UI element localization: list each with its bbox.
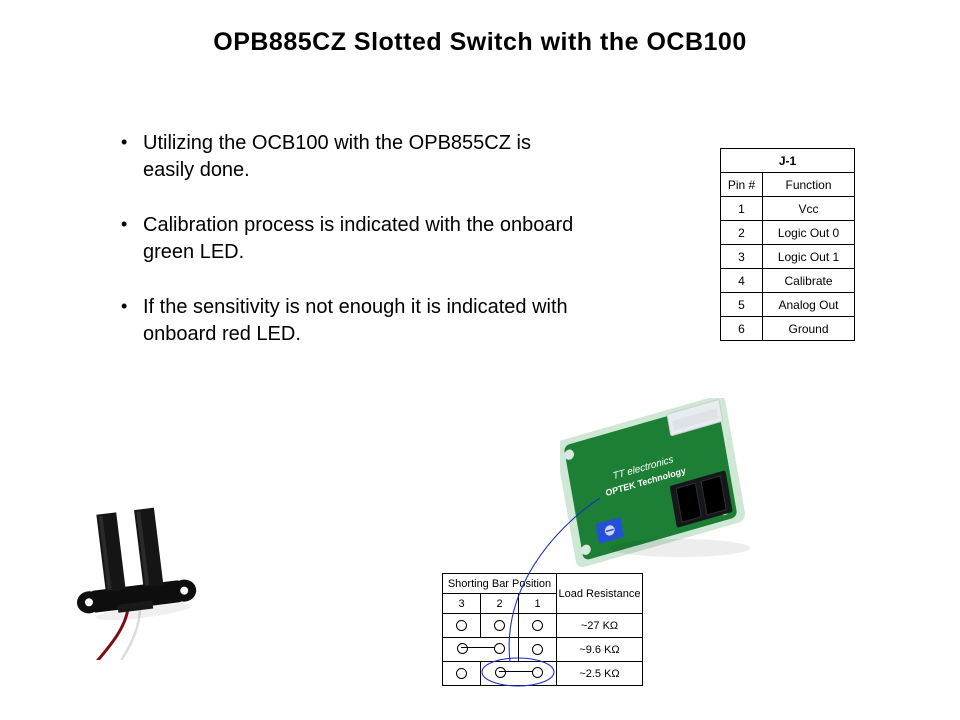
shorting-bar-table: Shorting Bar Position Load Resistance 3 … — [442, 573, 643, 686]
slide-title: OPB885CZ Slotted Switch with the OCB100 — [0, 28, 960, 57]
pinout-col-pin: Pin # — [721, 173, 763, 197]
table-row: 5Analog Out — [721, 293, 855, 317]
table-row: ~9.6 KΩ — [443, 638, 643, 662]
slotted-switch-graphic — [64, 490, 214, 660]
bullet-item: Utilizing the OCB100 with the OPB855CZ i… — [115, 130, 575, 184]
table-row: 4Calibrate — [721, 269, 855, 293]
pinout-table: J-1 Pin # Function 1Vcc 2Logic Out 0 3Lo… — [720, 148, 855, 341]
pinout-col-func: Function — [763, 173, 855, 197]
table-row: 3Logic Out 1 — [721, 245, 855, 269]
bullet-item: Calibration process is indicated with th… — [115, 212, 575, 266]
pcb-graphic: TT electronics OPTEK Technology — [560, 398, 780, 568]
pinout-header: J-1 — [721, 149, 855, 173]
shorting-header-positions: Shorting Bar Position — [443, 574, 557, 594]
bullet-item: If the sensitivity is not enough it is i… — [115, 294, 575, 348]
table-row: ~2.5 KΩ — [443, 662, 643, 686]
bullet-list: Utilizing the OCB100 with the OPB855CZ i… — [115, 130, 575, 376]
table-row: 2Logic Out 0 — [721, 221, 855, 245]
slide: OPB885CZ Slotted Switch with the OCB100 … — [0, 0, 960, 720]
table-row: 6Ground — [721, 317, 855, 341]
table-row: ~27 KΩ — [443, 614, 643, 638]
shorting-header-load: Load Resistance — [557, 574, 643, 614]
table-row: 1Vcc — [721, 197, 855, 221]
